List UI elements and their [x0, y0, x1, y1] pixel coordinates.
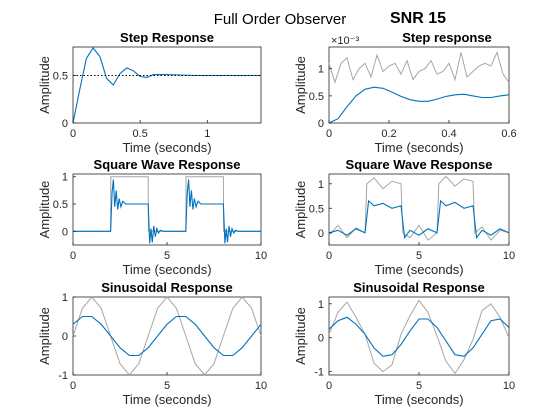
- plot-area-frame: [72, 173, 262, 246]
- y-tick-label: 1: [62, 172, 68, 184]
- x-axis-label: Time (seconds): [374, 392, 463, 407]
- x-tick-label: 0: [326, 128, 332, 140]
- y-tick-label: 0.5: [309, 91, 324, 103]
- x-axis-label: Time (seconds): [122, 392, 211, 407]
- y-tick-label: 0.5: [309, 203, 324, 215]
- x-axis-label: Time (seconds): [374, 262, 463, 277]
- y-tick-label: 1: [318, 64, 324, 76]
- y-tick-label: 0: [318, 333, 324, 345]
- x-axis-label: Time (seconds): [374, 140, 463, 155]
- subplot-title: Square Wave Response: [346, 157, 493, 172]
- x-tick-label: 0: [70, 380, 76, 392]
- subplot-4: 0 5 10 0 0.5 1 Square Wave Response Time (secon…: [293, 157, 515, 277]
- y-axis-label: Amplitude: [37, 307, 52, 365]
- x-tick-label: 0: [326, 380, 332, 392]
- x-tick-label: 0.6: [501, 128, 516, 140]
- snr-label: SNR 15: [390, 10, 446, 27]
- measured-series-line: [328, 50, 510, 84]
- x-tick-label: 0.5: [132, 128, 147, 140]
- x-tick-label: 5: [164, 380, 170, 392]
- subplot-2: 0 0.2 0.4 0.6 0 0.5 1 ×10⁻³ Step response Time (s…: [293, 30, 517, 155]
- x-tick-label: 10: [255, 250, 267, 262]
- y-tick-label: 0: [318, 118, 324, 130]
- x-axis-label: Time (seconds): [122, 262, 211, 277]
- measured-series-line: [72, 296, 262, 376]
- y-tick-label: 0: [62, 331, 68, 343]
- x-axis-label: Time (seconds): [122, 140, 211, 155]
- plot-area-frame: [72, 296, 262, 376]
- y-tick-label: -1: [58, 370, 68, 382]
- x-tick-label: 10: [503, 380, 515, 392]
- x-tick-label: 5: [416, 250, 422, 262]
- subplot-title: Sinusoidal Response: [101, 280, 232, 295]
- y-axis-label: Amplitude: [37, 56, 52, 114]
- y-tick-label: 0: [62, 226, 68, 238]
- y-axis-label: Amplitude: [293, 307, 308, 365]
- observer-series-line: [72, 47, 261, 124]
- measured-series-line: [328, 299, 510, 375]
- x-tick-label: 5: [164, 250, 170, 262]
- plot-area-frame: [328, 296, 510, 376]
- subplot-title: Step response: [402, 30, 492, 45]
- subplot-title: Square Wave Response: [94, 157, 241, 172]
- observer-series-line: [73, 179, 261, 244]
- observer-series-line: [72, 315, 262, 357]
- x-tick-label: 10: [503, 250, 515, 262]
- observer-series-line: [328, 316, 510, 357]
- subplot-title: Step Response: [120, 30, 214, 45]
- y-tick-label: 1: [318, 179, 324, 191]
- y-tick-label: 1: [62, 292, 68, 304]
- observer-series-line: [328, 199, 510, 240]
- y-tick-label: 0: [318, 228, 324, 240]
- subplot-title: Sinusoidal Response: [353, 280, 484, 295]
- x-tick-label: 5: [416, 380, 422, 392]
- x-tick-label: 0: [326, 250, 332, 262]
- x-tick-label: 0: [70, 250, 76, 262]
- y-tick-label: 0: [62, 118, 68, 130]
- y-exponent-label: ×10⁻³: [331, 35, 359, 47]
- x-tick-label: 10: [255, 380, 267, 392]
- y-tick-label: -1: [314, 367, 324, 379]
- plot-area-frame: [328, 46, 510, 124]
- y-axis-label: Amplitude: [37, 181, 52, 239]
- x-tick-label: 0.2: [381, 128, 396, 140]
- y-tick-label: 0.5: [53, 199, 68, 211]
- x-tick-label: 0: [70, 128, 76, 140]
- x-tick-label: 0.4: [441, 128, 456, 140]
- subplot-3: 0 5 10 0 0.5 1 Square Wave Response Time (secon…: [37, 157, 267, 277]
- x-tick-label: 1: [204, 128, 210, 140]
- y-axis-label: Amplitude: [293, 181, 308, 239]
- y-axis-label: Amplitude: [293, 56, 308, 114]
- y-tick-label: 1: [318, 299, 324, 311]
- plot-area-frame: [72, 46, 262, 124]
- subplot-1: 0 0.5 1 0 0.5 Step Response Time (seconds) Ampl…: [37, 30, 262, 155]
- y-tick-label: 0.5: [53, 71, 68, 83]
- figure-title: Full Order Observer: [214, 11, 347, 28]
- plot-area-frame: [328, 173, 510, 246]
- observer-series-line: [328, 86, 510, 124]
